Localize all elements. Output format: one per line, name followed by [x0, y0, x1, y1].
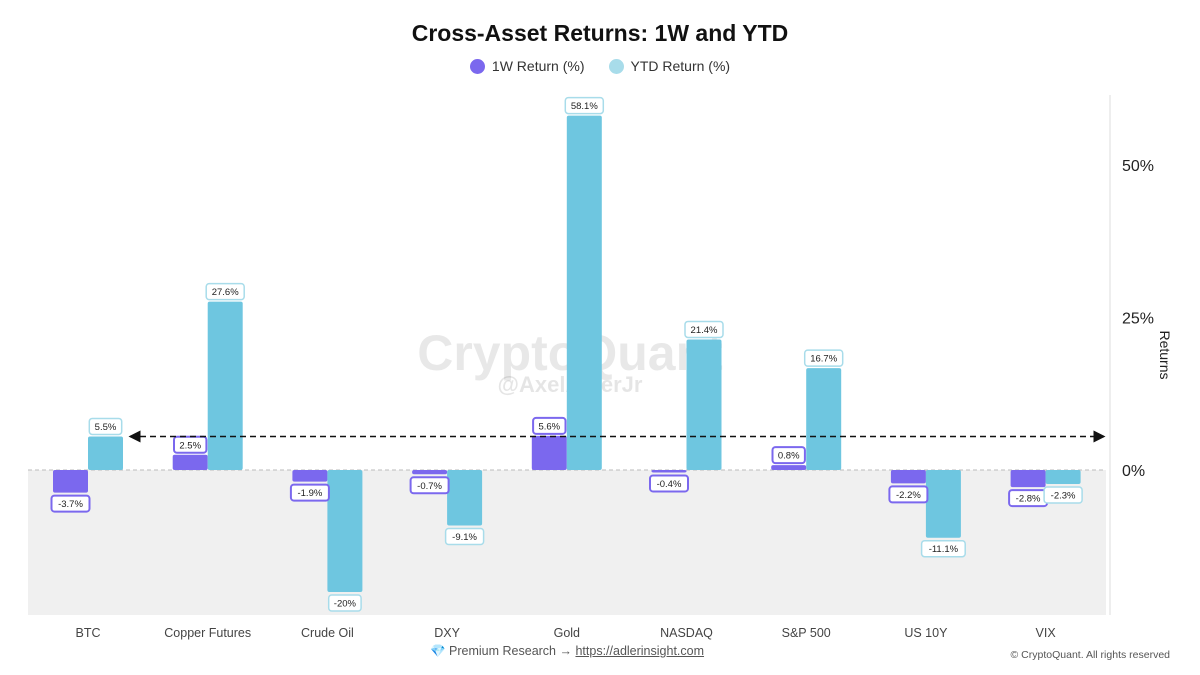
bar-1w	[412, 470, 448, 475]
chart-title: Cross-Asset Returns: 1W and YTD	[411, 20, 789, 46]
premium-research-link[interactable]: https://adlerinsight.com	[575, 644, 705, 658]
x-tick-label: NASDAQ	[660, 626, 713, 640]
data-label-1w: 2.5%	[179, 440, 201, 451]
legend-swatch-ytd	[608, 58, 624, 74]
data-label-box	[684, 320, 724, 339]
y-tick-label: 25%	[1122, 311, 1154, 328]
bar-1w	[172, 454, 208, 470]
data-label-box	[444, 527, 485, 546]
premium-research-text: Premium Research →	[449, 644, 572, 658]
data-label-1w: -0.4%	[657, 479, 682, 490]
data-label-1w: -3.7%	[58, 499, 83, 510]
gem-icon: 💎	[429, 644, 446, 658]
bar-1w	[1010, 470, 1046, 488]
data-label-box	[888, 485, 929, 504]
data-label-box	[771, 446, 806, 465]
bar-1w	[292, 470, 328, 482]
bar-ytd	[447, 470, 483, 526]
y-axis-title: Returns	[1157, 330, 1173, 379]
x-tick-label: BTC	[76, 626, 101, 640]
data-label-1w: -2.2%	[896, 490, 921, 501]
x-tick-label: S&P 500	[782, 626, 831, 640]
bar-ytd	[925, 470, 961, 538]
legend-label-ytd: YTD Return (%)	[630, 58, 731, 74]
y-tick-label: 0%	[1122, 463, 1145, 480]
data-label-box	[803, 349, 844, 367]
data-label-box	[564, 96, 605, 115]
bar-ytd	[88, 436, 123, 470]
data-label-ytd: 5.5%	[95, 422, 117, 433]
x-tick-label: Crude Oil	[301, 626, 354, 640]
bar-1w	[890, 470, 926, 484]
data-label-1w: 5.6%	[538, 421, 560, 432]
bar-ytd	[207, 301, 243, 470]
data-label-1w: -1.9%	[297, 488, 322, 499]
bar-ytd	[806, 368, 842, 470]
x-tick-label: DXY	[434, 626, 460, 640]
data-label-box	[50, 494, 91, 513]
data-label-ytd: -2.3%	[1051, 491, 1076, 502]
data-label-box	[88, 417, 123, 436]
bar-ytd	[566, 115, 602, 470]
bar-1w	[531, 435, 567, 470]
x-tick-label: VIX	[1036, 626, 1057, 640]
bar-ytd	[1045, 470, 1081, 485]
bar-1w	[771, 465, 807, 470]
bar-1w	[53, 470, 88, 493]
x-tick-label: Gold	[554, 626, 580, 640]
data-label-ytd: 16.7%	[810, 354, 837, 365]
bar-1w	[651, 470, 687, 473]
legend-swatch-1w	[469, 58, 485, 74]
premium-research-footer: 💎 Premium Research → https://adlerinsigh…	[0, 644, 1134, 659]
data-label-ytd: 58.1%	[571, 101, 598, 112]
x-tick-label: US 10Y	[904, 626, 948, 640]
data-label-ytd: -9.1%	[452, 532, 477, 543]
copyright: © CryptoQuant. All rights reserved	[1010, 649, 1170, 661]
x-tick-label: Copper Futures	[164, 626, 251, 640]
data-label-ytd: -11.1%	[929, 544, 959, 555]
bar-ytd	[686, 339, 722, 470]
data-label-ytd: 27.6%	[212, 287, 239, 298]
data-label-1w: 0.8%	[778, 451, 800, 462]
data-label-ytd: -20%	[334, 599, 357, 610]
data-label-box	[327, 594, 362, 612]
data-label-box	[649, 474, 689, 493]
y-tick-label: 50%	[1122, 158, 1154, 175]
data-label-ytd: 21.4%	[691, 325, 718, 336]
legend-item-ytd[interactable]: YTD Return (%)	[608, 58, 731, 74]
data-label-box	[409, 476, 450, 495]
data-label-box	[289, 483, 330, 502]
data-label-1w: -0.7%	[417, 481, 442, 492]
data-label-box	[1043, 486, 1083, 504]
data-label-1w: -2.8%	[1016, 494, 1041, 505]
data-label-box	[205, 282, 245, 301]
bar-ytd	[327, 470, 363, 592]
legend-label-1w: 1W Return (%)	[491, 58, 585, 74]
legend-item-1w[interactable]: 1W Return (%)	[469, 58, 585, 74]
legend: 1W Return (%) YTD Return (%)	[0, 58, 1200, 74]
data-label-box	[920, 539, 966, 558]
